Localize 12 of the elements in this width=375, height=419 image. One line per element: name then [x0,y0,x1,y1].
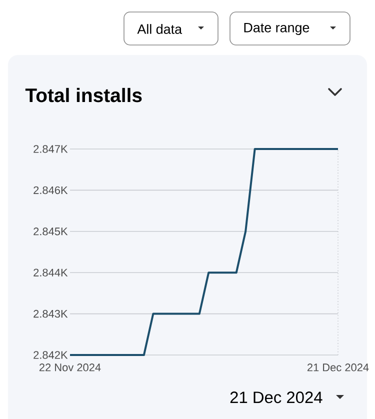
y-tick-label: 2.847K [34,145,68,153]
y-tick-label: 2.845K [34,228,68,236]
y-tick-label: 2.843K [34,310,68,318]
y-tick-label: 2.846K [34,186,68,194]
x-tick-label: 22 Nov 2024 [39,364,101,372]
text: 21 Dec 2024 [230,392,322,404]
text: All data [137,24,182,34]
line-series [69,148,340,356]
y-tick-label: 2.842K [34,351,68,359]
y-tick-label: 2.844K [34,268,68,276]
chart-title: Total installs [25,88,142,102]
text: Date range [244,22,310,36]
